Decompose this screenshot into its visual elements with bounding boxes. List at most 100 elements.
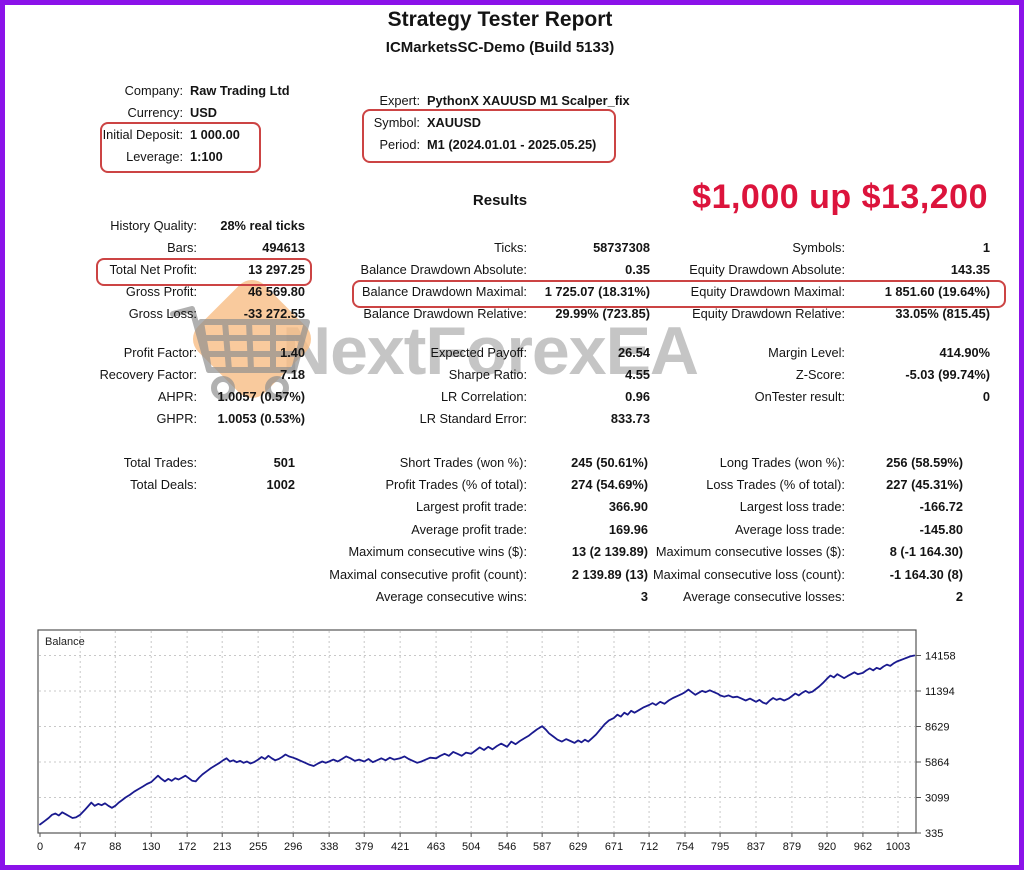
stat-row: Gross Loss: -33 272.55 xyxy=(60,302,305,324)
stat-row: Average consecutive losses: 2 xyxy=(640,585,963,607)
svg-text:920: 920 xyxy=(818,841,836,853)
stat-row: AHPR: 1.0057 (0.57%) xyxy=(60,385,305,407)
stat-label: Maximal consecutive profit (count): xyxy=(329,566,527,582)
promo-text: $1,000 up $13,200 xyxy=(692,178,988,216)
expert-info: Expert: PythonX XAUUSD M1 Scalper_fix Symb… xyxy=(300,89,687,155)
svg-text:754: 754 xyxy=(676,841,694,853)
stat-label: Expert: xyxy=(379,92,420,108)
svg-text:504: 504 xyxy=(462,841,480,853)
stat-row: Long Trades (won %): 256 (58.59%) xyxy=(640,451,963,473)
stat-row: Average loss trade: -145.80 xyxy=(640,518,963,540)
stat-label: Bars: xyxy=(167,239,197,255)
stat-value: 501 xyxy=(273,454,295,470)
stat-label: Average loss trade: xyxy=(734,521,845,537)
stat-value: 7.18 xyxy=(280,366,305,382)
stat-label: Ticks: xyxy=(494,239,527,255)
stat-value: 58737308 xyxy=(593,239,650,255)
stat-label: Recovery Factor: xyxy=(99,366,197,382)
stat-label: AHPR: xyxy=(157,388,197,404)
stat-row: Equity Drawdown Absolute: 143.35 xyxy=(640,258,990,280)
stat-label: Average consecutive wins: xyxy=(375,589,527,605)
stats-col-profit-trades: Short Trades (won %): 245 (50.61%) Profit … xyxy=(325,451,648,608)
stat-row: GHPR: 1.0053 (0.53%) xyxy=(60,407,305,429)
svg-text:5864: 5864 xyxy=(925,757,949,769)
stat-value: 2 139.89 (13) xyxy=(571,566,648,582)
stat-value: 143.35 xyxy=(950,261,990,277)
page-title: Strategy Tester Report xyxy=(387,8,613,31)
stat-value: -1 164.30 (8) xyxy=(889,566,963,582)
stat-label: LR Standard Error: xyxy=(419,410,527,426)
svg-text:47: 47 xyxy=(74,841,86,853)
stat-row: Z-Score: -5.03 (99.74%) xyxy=(640,363,990,385)
stat-row: Short Trades (won %): 245 (50.61%) xyxy=(325,451,648,473)
stat-row: Recovery Factor: 7.18 xyxy=(60,363,305,385)
page-subtitle: ICMarketsSC-Demo (Build 5133) xyxy=(385,39,615,56)
stat-value: 1.0053 (0.53%) xyxy=(217,410,305,426)
stat-value: 256 (58.59%) xyxy=(886,454,963,470)
stat-label: LR Correlation: xyxy=(440,388,527,404)
stat-value: 245 (50.61%) xyxy=(571,454,648,470)
stat-value: 833.73 xyxy=(610,410,650,426)
stat-row: Profit Trades (% of total): 274 (54.69%) xyxy=(325,473,648,495)
stats-col-margin: Margin Level: 414.90% Z-Score: -5.03 (99.74… xyxy=(640,341,990,407)
svg-text:130: 130 xyxy=(142,841,160,853)
stat-label: Maximum consecutive wins ($): xyxy=(348,544,528,560)
stat-value: 0.35 xyxy=(625,261,650,277)
svg-text:879: 879 xyxy=(783,841,801,853)
stat-row: Currency: USD xyxy=(60,101,390,123)
svg-text:463: 463 xyxy=(427,841,445,853)
stat-value: PythonX XAUUSD M1 Scalper_fix xyxy=(427,92,630,108)
stat-row: Expert: PythonX XAUUSD M1 Scalper_fix xyxy=(300,89,687,111)
stat-value: 1 725.07 (18.31%) xyxy=(544,283,650,299)
stat-value: XAUUSD xyxy=(427,114,482,130)
stat-label: History Quality: xyxy=(110,217,197,233)
stat-label: Maximum consecutive losses ($): xyxy=(655,544,845,560)
stats-col-net-profit: History Quality: 28% real ticks Bars: 49461… xyxy=(60,214,305,324)
stat-value: 227 (45.31%) xyxy=(886,477,963,493)
stat-label: Currency: xyxy=(127,104,183,120)
stat-value: 33.05% (815.45) xyxy=(895,305,990,321)
stat-label: Period: xyxy=(379,136,420,152)
results-heading: Results xyxy=(472,192,528,209)
svg-text:11394: 11394 xyxy=(925,686,955,698)
stat-label: Z-Score: xyxy=(795,366,845,382)
stat-value: 2 xyxy=(955,589,963,605)
stat-label: Largest loss trade: xyxy=(739,499,845,515)
stat-row: Sharpe Ratio: 4.55 xyxy=(330,363,650,385)
svg-text:795: 795 xyxy=(711,841,729,853)
svg-text:172: 172 xyxy=(178,841,196,853)
svg-text:0: 0 xyxy=(37,841,43,853)
stat-value: 13 (2 139.89) xyxy=(571,544,648,560)
stat-value: -166.72 xyxy=(919,499,963,515)
stat-value: -33 272.55 xyxy=(243,305,305,321)
stat-label: Profit Trades (% of total): xyxy=(385,477,527,493)
stat-row: Equity Drawdown Relative: 33.05% (815.45) xyxy=(640,302,990,324)
stat-row: Balance Drawdown Absolute: 0.35 xyxy=(330,258,650,280)
stat-row: Average profit trade: 169.96 xyxy=(325,518,648,540)
stats-col-loss-trades: Long Trades (won %): 256 (58.59%) Loss Tra… xyxy=(640,451,963,608)
stat-row: Maximal consecutive profit (count): 2 139… xyxy=(325,563,648,585)
stat-label: Long Trades (won %): xyxy=(719,454,845,470)
svg-text:255: 255 xyxy=(249,841,267,853)
svg-text:837: 837 xyxy=(747,841,765,853)
stat-row: Equity Drawdown Maximal: 1 851.60 (19.64%… xyxy=(640,280,990,302)
stats-col-equity-drawdown: Symbols: 1 Equity Drawdown Absolute: 143.35… xyxy=(640,236,990,324)
stat-value: 0.96 xyxy=(625,388,650,404)
stat-row: Period: M1 (2024.01.01 - 2025.05.25) xyxy=(300,133,687,155)
svg-text:338: 338 xyxy=(320,841,338,853)
stat-label: Profit Factor: xyxy=(123,344,197,360)
stat-row: Largest loss trade: -166.72 xyxy=(640,496,963,518)
stat-label: Margin Level: xyxy=(768,344,845,360)
chart-series-label: Balance xyxy=(45,636,85,648)
watermark-text: NextForexEA xyxy=(282,313,699,389)
stat-row: Total Net Profit: 13 297.25 xyxy=(60,258,305,280)
stats-col-ratios: Expected Payoff: 26.54 Sharpe Ratio: 4.55 LR… xyxy=(330,341,650,429)
stat-row: Maximal consecutive loss (count): -1 164.… xyxy=(640,563,963,585)
stat-value: 4.55 xyxy=(625,366,650,382)
stat-label: Maximal consecutive loss (count): xyxy=(652,566,845,582)
stat-row: Total Deals: 1002 xyxy=(60,473,295,495)
svg-text:962: 962 xyxy=(854,841,872,853)
balance-chart: 0 47 88 130 172 213 255 296 338 379 421 463 504 546 58… xyxy=(37,629,956,853)
stat-label: Largest profit trade: xyxy=(416,499,527,515)
